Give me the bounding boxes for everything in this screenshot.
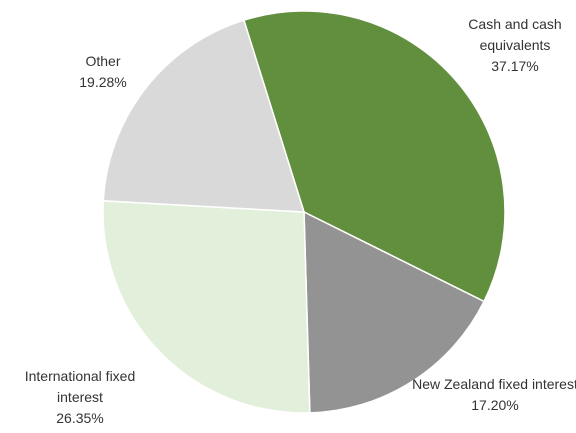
value-label: 37.17%	[491, 58, 539, 74]
value-label: 19.28%	[79, 74, 127, 90]
pie-slice	[102, 19, 306, 213]
category-label: International fixed interest	[24, 368, 136, 405]
pie-slice	[102, 200, 311, 414]
category-label: Cash and cash equivalents	[468, 16, 562, 53]
pie-slice	[303, 210, 486, 414]
category-label: Other	[85, 53, 121, 69]
slice-label: Cash and cash equivalents 37.17%	[450, 14, 576, 77]
slice-label: Other 19.28%	[55, 51, 151, 93]
value-label: 17.20%	[471, 397, 519, 413]
slice-label: New Zealand fixed interest 17.20%	[405, 374, 576, 416]
slice-label: International fixed interest 26.35%	[0, 366, 160, 429]
category-label: New Zealand fixed interest	[412, 376, 576, 392]
pie-slice	[242, 10, 506, 303]
value-label: 26.35%	[56, 410, 104, 426]
